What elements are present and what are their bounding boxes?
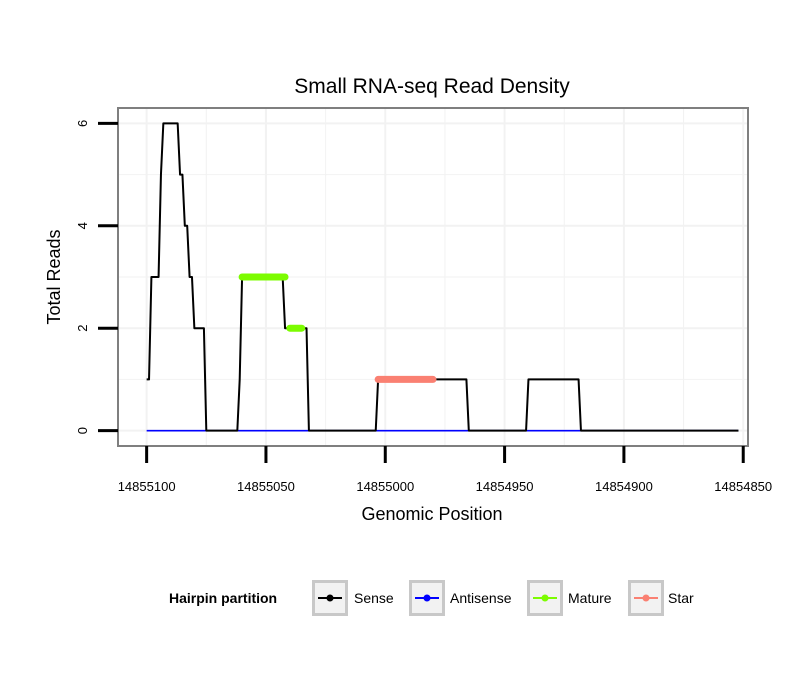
y-tick-label-3: 6 bbox=[75, 120, 90, 127]
y-tick-label-1: 2 bbox=[75, 325, 90, 332]
legend-title: Hairpin partition bbox=[169, 590, 277, 606]
panel-border bbox=[117, 107, 749, 447]
x-tick-label-4: 14854900 bbox=[595, 479, 653, 494]
legend-label-sense: Sense bbox=[354, 590, 394, 606]
chart-title: Small RNA-seq Read Density bbox=[294, 75, 570, 98]
legend-point-antisense bbox=[423, 594, 431, 602]
x-axis-label: Genomic Position bbox=[361, 504, 502, 524]
y-tick-label-0: 0 bbox=[75, 427, 90, 434]
legend-label-antisense: Antisense bbox=[450, 590, 512, 606]
grid bbox=[118, 108, 748, 446]
x-tick-label-5: 14854850 bbox=[714, 479, 772, 494]
x-tick-label-3: 14854950 bbox=[476, 479, 534, 494]
y-tick-label-2: 4 bbox=[75, 222, 90, 229]
legend-label-mature: Mature bbox=[568, 590, 612, 606]
legend-point-star bbox=[642, 594, 650, 602]
axis-ticks: 14855100 14855050 14855000 14854950 14854900… bbox=[75, 120, 772, 494]
legend-point-sense bbox=[326, 594, 334, 602]
series-layer bbox=[146, 122, 739, 432]
x-tick-label-1: 14855050 bbox=[237, 479, 295, 494]
legend-label-star: Star bbox=[668, 590, 694, 606]
x-tick-label-0: 14855100 bbox=[118, 479, 176, 494]
x-tick-label-2: 14855000 bbox=[356, 479, 414, 494]
y-axis-label: Total Reads bbox=[44, 229, 64, 324]
legend-point-mature bbox=[541, 594, 549, 602]
legend: Hairpin partition Sense Antisense Mature St… bbox=[169, 580, 694, 616]
